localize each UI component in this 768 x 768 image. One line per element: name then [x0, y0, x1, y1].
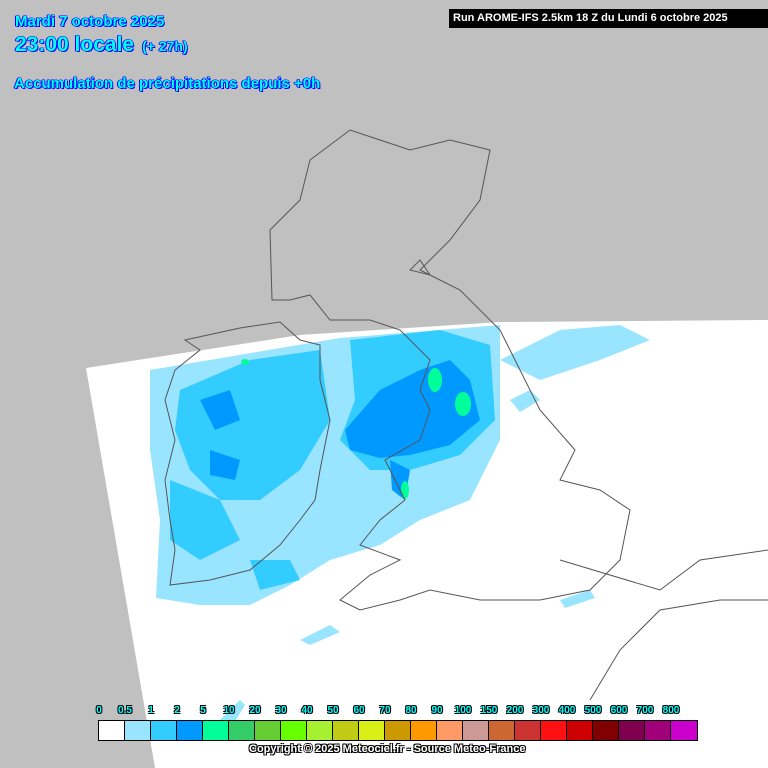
- coastlines: [164, 129, 768, 701]
- legend-label: 0.5: [118, 705, 132, 716]
- legend-label: 100: [454, 705, 472, 716]
- legend-swatch: [541, 721, 567, 740]
- legend-swatch: [567, 721, 593, 740]
- legend-label: 1: [148, 705, 154, 716]
- legend-swatch: [463, 721, 489, 740]
- legend-label: 30: [275, 705, 287, 716]
- color-legend: [98, 720, 698, 741]
- legend-label: 10: [223, 705, 235, 716]
- legend-swatch: [437, 721, 463, 740]
- legend-label: 90: [431, 705, 443, 716]
- legend-swatch: [385, 721, 411, 740]
- legend-label: 2: [174, 705, 180, 716]
- lead-time: (+ 27h): [142, 38, 189, 55]
- legend-swatch: [99, 721, 125, 740]
- field-title: Accumulation de précipitations depuis +0…: [13, 75, 321, 93]
- legend-swatch: [125, 721, 151, 740]
- legend-label: 50: [327, 705, 339, 716]
- legend-swatch: [619, 721, 645, 740]
- legend-swatch: [593, 721, 619, 740]
- run-info: Run AROME-IFS 2.5km 18 Z du Lundi 6 octo…: [449, 9, 768, 28]
- legend-swatch: [645, 721, 671, 740]
- legend-swatch: [151, 721, 177, 740]
- legend-swatch: [203, 721, 229, 740]
- legend-swatch: [359, 721, 385, 740]
- legend-swatch: [489, 721, 515, 740]
- forecast-date: Mardi 7 octobre 2025: [14, 13, 165, 31]
- legend-label: 600: [610, 705, 628, 716]
- legend-label: 700: [636, 705, 654, 716]
- legend-label: 800: [662, 705, 680, 716]
- legend-swatch: [307, 721, 333, 740]
- local-time: 23:00 locale: [14, 33, 135, 57]
- precipitation-10mm: [241, 359, 471, 499]
- legend-label: 5: [200, 705, 206, 716]
- legend-swatch: [255, 721, 281, 740]
- legend-label: 0: [96, 705, 102, 716]
- legend-label: 300: [532, 705, 550, 716]
- precipitation-5mm: [200, 360, 480, 500]
- legend-swatch: [333, 721, 359, 740]
- legend-label: 20: [249, 705, 261, 716]
- legend-label: 70: [379, 705, 391, 716]
- forecast-time: 23:00 locale (+ 27h): [14, 33, 189, 57]
- legend-swatch: [671, 721, 697, 740]
- legend-label: 150: [480, 705, 498, 716]
- legend-label: 40: [301, 705, 313, 716]
- legend-label: 80: [405, 705, 417, 716]
- legend-swatch: [177, 721, 203, 740]
- legend-swatch: [411, 721, 437, 740]
- legend-label: 500: [584, 705, 602, 716]
- legend-label: 400: [558, 705, 576, 716]
- legend-label: 200: [506, 705, 524, 716]
- legend-swatch: [229, 721, 255, 740]
- legend-label: 60: [353, 705, 365, 716]
- legend-swatch: [515, 721, 541, 740]
- copyright: Copyright © 2025 Meteociel.fr - Source M…: [249, 743, 526, 755]
- legend-swatch: [281, 721, 307, 740]
